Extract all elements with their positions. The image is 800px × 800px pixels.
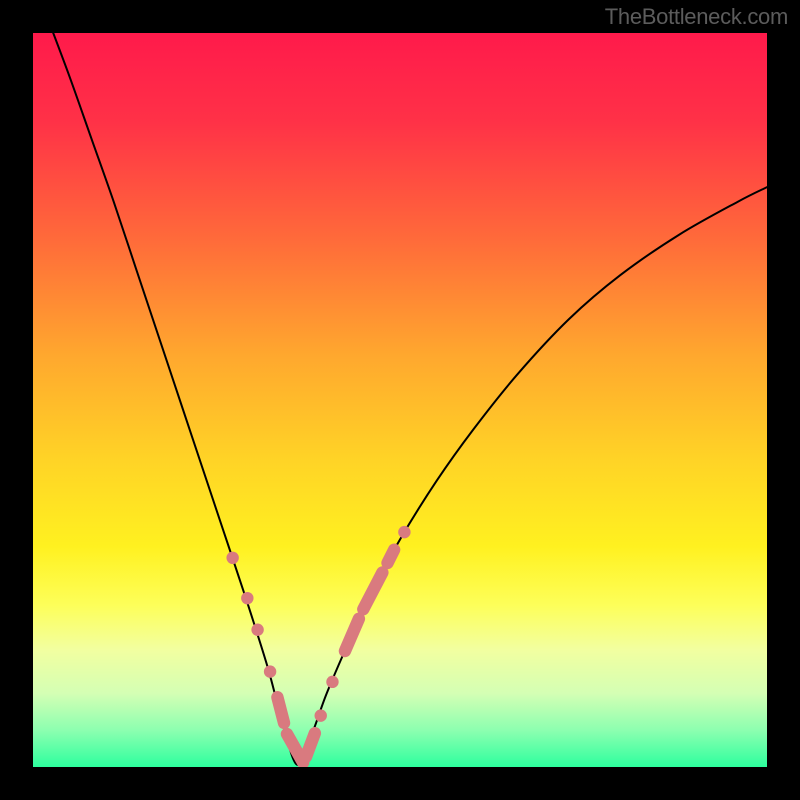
marker-dot — [264, 665, 276, 677]
marker-dot — [226, 552, 238, 564]
chart-plot-area — [33, 33, 767, 767]
marker-dot — [315, 709, 327, 721]
marker-dot — [241, 592, 253, 604]
marker-dot — [326, 676, 338, 688]
marker-dot — [398, 526, 410, 538]
watermark-text: TheBottleneck.com — [605, 4, 788, 30]
chart-svg — [33, 33, 767, 767]
marker-capsule — [306, 733, 315, 756]
marker-capsule — [277, 697, 284, 723]
marker-capsule — [388, 550, 395, 563]
chart-background — [33, 33, 767, 767]
marker-dot — [251, 624, 263, 636]
